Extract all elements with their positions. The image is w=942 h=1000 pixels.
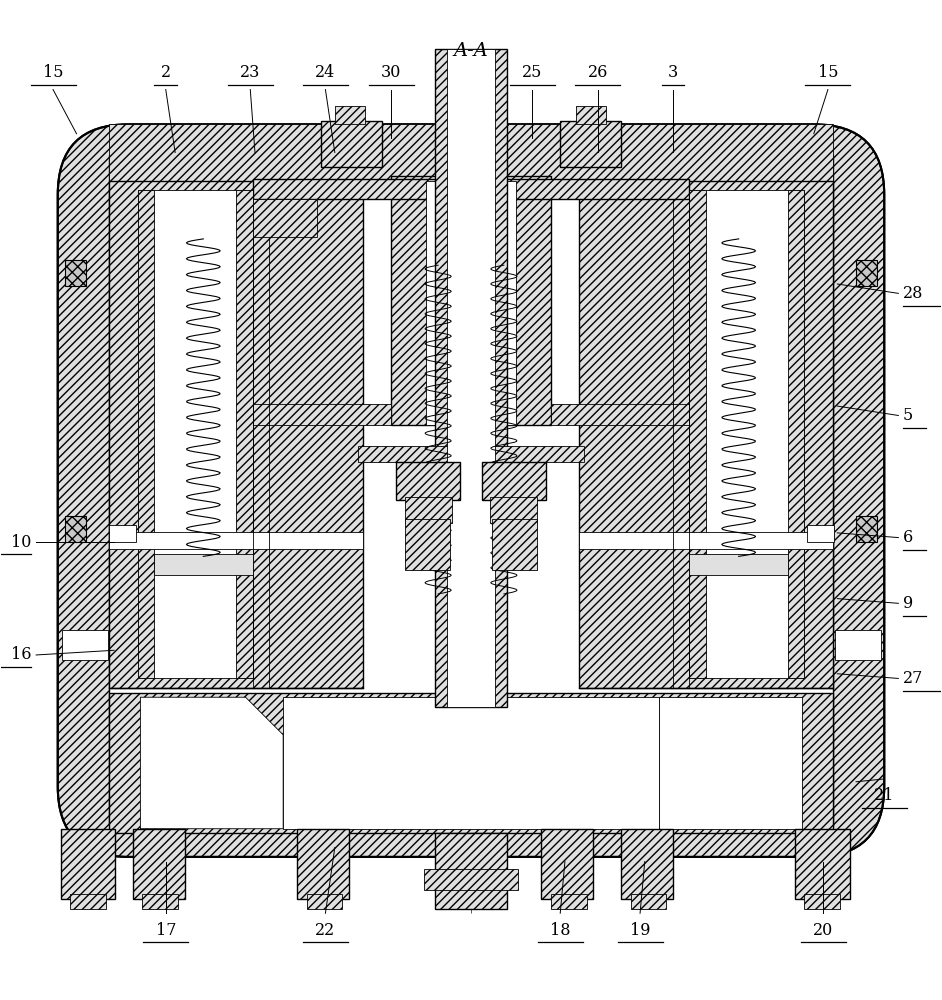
Bar (560, 121, 622, 167)
Text: 28: 28 (903, 285, 923, 302)
Bar (856, 260, 877, 286)
Bar (138, 190, 154, 678)
Text: 24: 24 (316, 64, 335, 81)
Bar (65, 260, 86, 286)
Text: 16: 16 (11, 646, 31, 663)
Bar (807, 525, 834, 542)
Bar (109, 532, 363, 549)
Text: 22: 22 (316, 922, 335, 939)
Bar (253, 179, 689, 199)
Bar (65, 516, 86, 542)
Bar (622, 829, 673, 899)
Bar (320, 121, 382, 167)
Bar (391, 176, 551, 425)
Bar (435, 833, 507, 909)
Bar (109, 124, 833, 181)
Bar (142, 894, 178, 909)
Bar (358, 446, 584, 462)
Bar (577, 106, 607, 124)
Bar (542, 829, 593, 899)
Bar (551, 404, 689, 425)
Bar (236, 190, 253, 678)
Bar (298, 829, 349, 899)
Bar (856, 516, 877, 542)
Bar (795, 829, 850, 899)
Bar (109, 693, 833, 833)
Text: 18: 18 (550, 922, 571, 939)
Bar (447, 49, 495, 707)
Bar (551, 894, 587, 909)
Text: A-A: A-A (453, 42, 489, 60)
Bar (405, 519, 450, 570)
Text: 25: 25 (522, 64, 543, 81)
Bar (788, 190, 804, 678)
Bar (424, 869, 518, 890)
Bar (452, 115, 490, 148)
Text: 17: 17 (155, 922, 176, 939)
Bar (490, 497, 537, 523)
Text: 30: 30 (381, 64, 401, 81)
Bar (334, 106, 365, 124)
Text: 10: 10 (11, 534, 31, 551)
Bar (492, 519, 537, 570)
Bar (836, 630, 881, 660)
Text: 19: 19 (630, 922, 650, 939)
FancyBboxPatch shape (57, 124, 885, 857)
Bar (253, 199, 317, 237)
Bar (109, 525, 136, 542)
Bar (60, 829, 115, 899)
Bar (426, 181, 516, 425)
Bar (284, 697, 658, 829)
Bar (307, 894, 342, 909)
Polygon shape (658, 697, 802, 829)
Text: 27: 27 (903, 670, 923, 687)
Polygon shape (140, 697, 284, 829)
Bar (109, 155, 833, 826)
Text: 3: 3 (668, 64, 678, 81)
Text: 5: 5 (903, 407, 914, 424)
Bar (396, 462, 460, 500)
Bar (435, 49, 507, 707)
Text: 20: 20 (813, 922, 834, 939)
Text: 23: 23 (240, 64, 261, 81)
Bar (70, 894, 106, 909)
Text: 26: 26 (588, 64, 608, 81)
Bar (689, 190, 706, 678)
Bar (482, 462, 546, 500)
Bar (630, 894, 666, 909)
Bar (405, 497, 452, 523)
Bar (579, 181, 833, 688)
Text: 9: 9 (903, 595, 914, 612)
Text: 2: 2 (161, 64, 171, 81)
Bar (133, 829, 185, 899)
Bar (579, 532, 833, 549)
Bar (138, 190, 253, 678)
Bar (109, 181, 363, 688)
Bar (62, 630, 107, 660)
Bar (253, 404, 391, 425)
Text: 15: 15 (42, 64, 63, 81)
Bar (689, 190, 804, 678)
Bar (689, 554, 788, 575)
Bar (804, 894, 840, 909)
Text: 6: 6 (903, 529, 914, 546)
Text: 15: 15 (818, 64, 838, 81)
Text: 21: 21 (874, 787, 895, 804)
Bar (154, 554, 253, 575)
